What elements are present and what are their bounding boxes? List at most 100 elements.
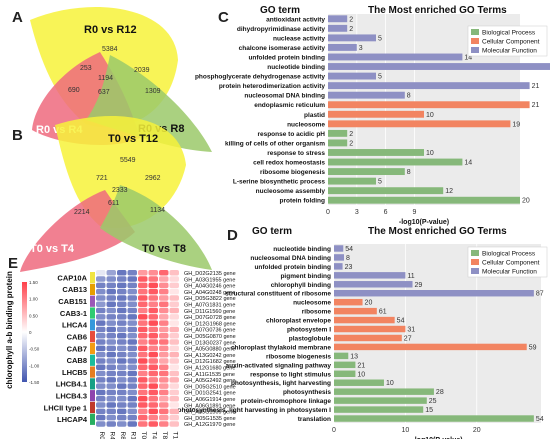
heatmap-cell: [127, 295, 137, 301]
heatmap-cell: [117, 377, 127, 383]
bar: [328, 187, 444, 195]
heatmap-cell: [96, 414, 106, 421]
category-label: chlorophyll binding: [271, 282, 331, 289]
heatmap-cell: [169, 307, 179, 314]
venn-b-set-right: T0 vs T8: [142, 243, 186, 255]
category-label: auxin-activated signaling pathway: [226, 362, 332, 369]
chart-c: The Most enriched GO Terms GO term 0 3 6 9 -lo…: [195, 5, 550, 226]
heatmap-cell: [117, 383, 127, 389]
heatmap-cell: [127, 345, 137, 352]
bar: [328, 129, 348, 137]
venn-b: B T0 vs T12 T0 vs T4 T0 vs T8 5549 721 2…: [12, 116, 212, 272]
panel-letter-e: E: [8, 255, 18, 272]
heatmap-cell: [127, 282, 137, 289]
heatmap-cell: [127, 301, 137, 307]
group-color-bar: [90, 295, 95, 307]
heatmap-cell: [96, 307, 106, 314]
heatmap-cell: [117, 276, 127, 282]
color-scale-tick: 1.50: [29, 280, 38, 285]
legend-swatch: [471, 250, 479, 256]
heatmap-cell: [169, 339, 179, 345]
category-label: structural constituent of ribosome: [225, 291, 331, 298]
heatmap-cell: [148, 270, 158, 276]
heatmap-cell: [138, 408, 148, 415]
heatmap-cell: [148, 333, 158, 339]
heatmap-column-label: R8: [119, 432, 126, 439]
venn-a-count-top: 5384: [102, 46, 118, 53]
heatmap-cell: [117, 314, 127, 320]
heatmap-cell: [117, 301, 127, 307]
heatmap-cell: [96, 408, 106, 415]
heatmap-cell: [127, 333, 137, 339]
heatmap-cell: [106, 345, 116, 352]
chart-title: The Most enriched GO Terms: [368, 5, 507, 16]
legend-box: [467, 25, 548, 57]
heatmap-row-label: GH_D01G2541 gene: [184, 391, 236, 397]
heatmap-cell: [127, 408, 137, 415]
bar: [328, 110, 424, 118]
heatmap-cell: [159, 314, 169, 320]
heatmap-cell: [106, 358, 116, 364]
bar-value-label: 8: [407, 169, 411, 176]
heatmap-cell: [96, 301, 106, 307]
heatmap-cell: [169, 408, 179, 415]
heatmap-row-label: GH_D13G0237 gene: [184, 340, 236, 346]
heatmap-cell: [138, 320, 148, 326]
heatmap-cell: [159, 276, 169, 282]
heatmap-cell: [138, 383, 148, 389]
heatmap-cell: [117, 345, 127, 352]
heatmap-cell: [148, 320, 158, 326]
heatmap-row-label: GH_D12G1682 gene: [184, 359, 236, 365]
heatmap-cell: [106, 326, 116, 333]
category-label: nucleosomal DNA binding: [244, 93, 325, 100]
legend-item: Biological Process: [482, 30, 536, 37]
category-label: nucleosomal DNA binding: [250, 255, 331, 262]
bar-value-label: 59: [529, 344, 537, 351]
panel-letter-d: D: [227, 227, 238, 244]
bar-value-label: 13: [350, 353, 358, 360]
heatmap-cell: [159, 307, 169, 314]
heatmap-row-label: GH_A11G1535 gene: [184, 372, 235, 378]
bar-value-label: 10: [426, 112, 434, 119]
heatmap-cell: [117, 270, 127, 276]
category-label: response to acidic pH: [257, 131, 325, 138]
heatmap-cell: [96, 326, 106, 333]
heatmap-cell: [106, 270, 116, 276]
category-label: plastid: [304, 112, 325, 119]
heatmap-cell: [117, 307, 127, 314]
legend-swatch: [471, 268, 479, 274]
heatmap-cell: [106, 333, 116, 339]
heatmap-cell: [106, 339, 116, 345]
bar-value-label: 2: [349, 26, 353, 33]
bar: [328, 149, 424, 156]
group-color-bar: [90, 366, 95, 378]
group-label: CAB151: [58, 297, 87, 306]
bar-value-label: 54: [397, 318, 405, 325]
heatmap-row-label: GH_D12G1968 gene: [184, 321, 236, 327]
category-label: response to stress: [267, 150, 325, 157]
category-label: chloroplast envelope: [266, 318, 331, 325]
bar: [334, 325, 406, 333]
venn-a-count-tr: 2039: [134, 67, 150, 74]
heatmap-cell: [148, 307, 158, 314]
heatmap-cell: [106, 282, 116, 289]
heatmap-cell: [159, 358, 169, 364]
heatmap-cell: [159, 396, 169, 402]
heatmap-cell: [159, 301, 169, 307]
bar-value-label: 87: [536, 291, 544, 298]
heatmap-cell: [138, 333, 148, 339]
x-axis-label: -log10(P-value): [412, 437, 462, 439]
venn-b-count-top: 5549: [120, 157, 136, 164]
heatmap-cell: [169, 282, 179, 289]
group-label: CAB8: [67, 356, 87, 365]
legend-box: [467, 246, 548, 278]
venn-b-set-left: T0 vs T4: [30, 243, 75, 255]
venn-a-count-bottom: 637: [98, 89, 110, 96]
heatmap-cell: [106, 383, 116, 389]
heatmap-cell: [138, 377, 148, 383]
heatmap-cell: [138, 288, 148, 295]
venn-b-set-top: T0 vs T12: [108, 133, 158, 145]
group-color-bar: [90, 272, 95, 284]
legend-item: Biological Process: [482, 251, 536, 258]
bar-value-label: 10: [386, 380, 394, 387]
